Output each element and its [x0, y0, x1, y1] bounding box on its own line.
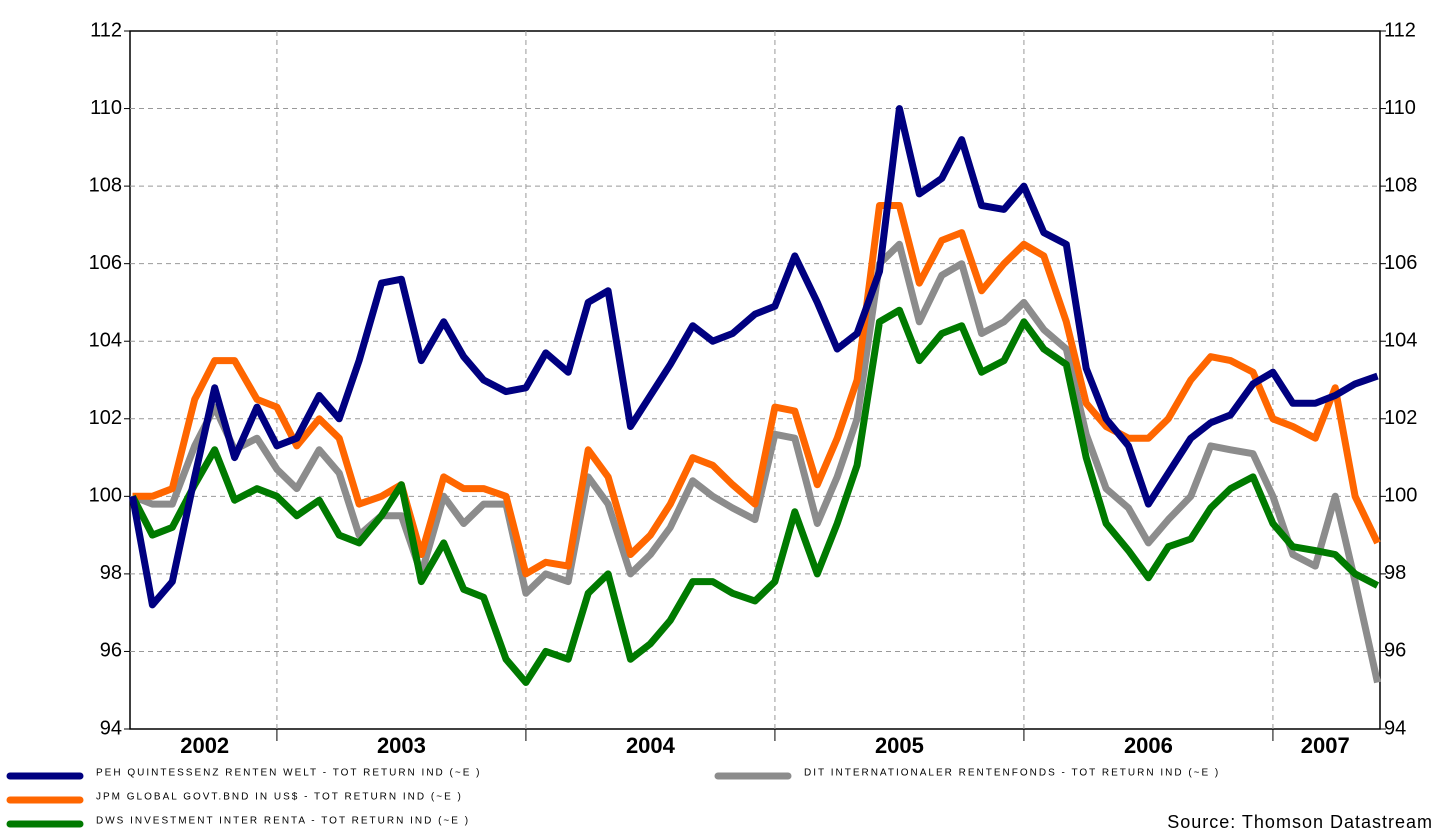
y-tick-label: 108 [89, 174, 122, 196]
x-tick-label: 2003 [377, 733, 426, 758]
y2-tick-label: 102 [1384, 407, 1417, 429]
y-tick-label: 98 [100, 562, 122, 584]
y-tick-label: 110 [90, 97, 122, 119]
x-tick-label: 2006 [1124, 733, 1173, 758]
source: Source: Thomson Datastream [1167, 812, 1433, 832]
y-tick-label: 94 [100, 717, 122, 739]
x-tick-label: 2002 [180, 733, 229, 758]
series-line [131, 240, 1381, 684]
series-line [129, 306, 1380, 686]
legend-label: DIT INTERNATIONALER RENTENFONDS - TOT RE… [804, 768, 1220, 779]
y2-tick-label: 96 [1384, 640, 1406, 662]
y2-tick-label: 112 [1384, 19, 1416, 41]
y2-tick-label: 98 [1384, 562, 1406, 584]
series-line [129, 105, 1379, 609]
legend-label: PEH QUINTESSENZ RENTEN WELT - TOT RETURN… [96, 768, 482, 779]
y-tick-label: 104 [89, 330, 122, 352]
y2-tick-label: 94 [1384, 717, 1406, 739]
y-tick-label: 100 [89, 485, 122, 507]
legend-label: JPM GLOBAL GOVT.BND IN US$ - TOT RETURN … [96, 792, 463, 803]
y2-tick-label: 104 [1384, 330, 1417, 352]
y-tick-label: 106 [89, 252, 122, 274]
x-tick-label: 2004 [626, 733, 676, 758]
plot-frame [129, 30, 1381, 730]
y2-tick-label: 110 [1384, 97, 1416, 119]
y2-tick-label: 108 [1384, 174, 1417, 196]
y2-tick-label: 106 [1384, 252, 1417, 274]
series-line [132, 202, 1381, 578]
y2-tick-label: 100 [1384, 485, 1417, 507]
x-tick-label: 2005 [875, 733, 924, 758]
y-tick-label: 102 [89, 407, 122, 429]
legend-label: DWS INVESTMENT INTER RENTA - TOT RETURN … [96, 816, 470, 827]
y-tick-label: 112 [90, 19, 122, 41]
x-tick-label: 2007 [1301, 733, 1350, 758]
y-tick-label: 96 [100, 640, 122, 662]
